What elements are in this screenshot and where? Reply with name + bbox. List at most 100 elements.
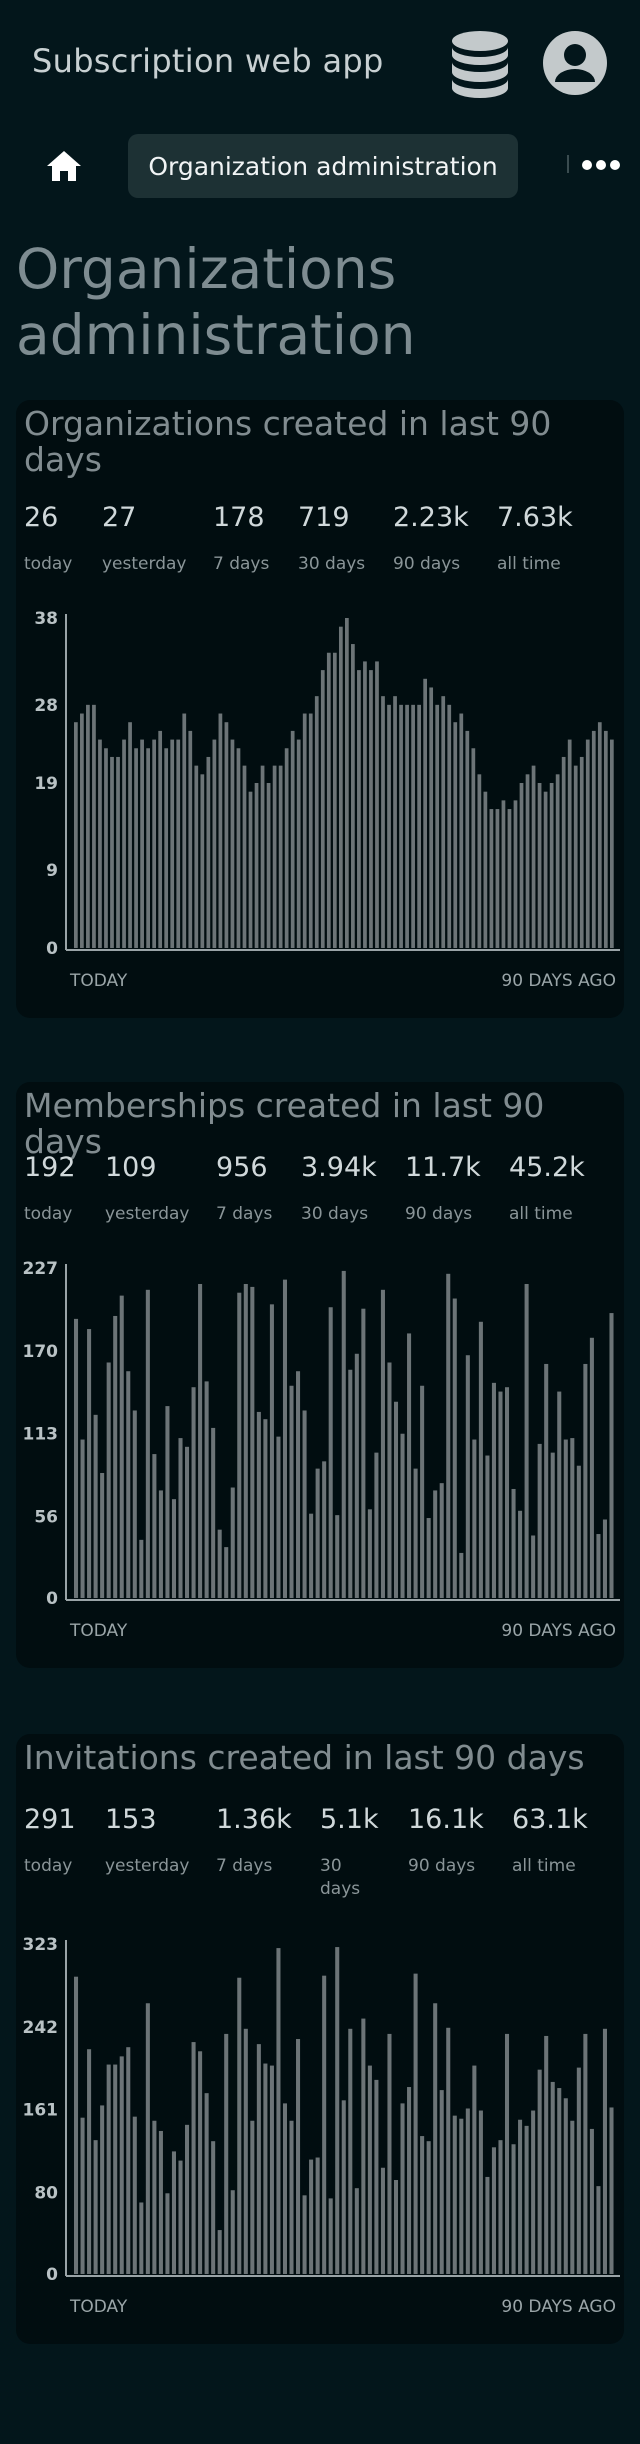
chart-bar <box>248 791 253 948</box>
chart-bar <box>453 722 458 948</box>
chart-bar <box>417 704 421 948</box>
stat-all-time: 63.1k all time <box>512 1804 588 1878</box>
chart-bar <box>374 1452 379 1598</box>
chart-bar <box>309 1513 314 1598</box>
x-end-label: 90 DAYS AGO <box>501 1621 616 1641</box>
chart-bar <box>266 783 271 948</box>
chart-bar <box>282 1279 288 1598</box>
chart-bar <box>74 722 78 948</box>
chart-bar <box>100 2105 105 2274</box>
chart-bar <box>132 1410 137 1598</box>
chart-bar <box>176 739 181 948</box>
stat-label: all time <box>497 554 561 574</box>
chart-bar <box>507 809 512 948</box>
chart-bar <box>567 739 572 948</box>
stat-90-days: 11.7k 90 days <box>405 1152 481 1226</box>
chart-bar <box>491 2147 496 2274</box>
chart-bar <box>544 2035 549 2274</box>
chart-bar <box>367 2065 372 2274</box>
home-icon[interactable] <box>46 150 82 182</box>
chart-bar <box>185 2124 190 2274</box>
database-icon[interactable] <box>450 30 510 98</box>
chart-bar <box>459 1552 464 1598</box>
chart-bar <box>284 748 289 948</box>
chart-bar <box>573 765 578 948</box>
chart-bar <box>563 1439 568 1598</box>
chart-bar <box>465 2108 470 2274</box>
chart-bar <box>224 722 229 948</box>
chart-bar <box>74 1318 79 1598</box>
stat-label: yesterday <box>105 1204 190 1224</box>
stat-label: 30 days <box>320 1856 361 1899</box>
chart-bar <box>260 765 265 948</box>
chart-bar <box>439 1483 444 1598</box>
chart-bar <box>87 2049 92 2274</box>
stat-value: 291 <box>24 1804 76 1835</box>
chart-bar <box>230 2190 235 2274</box>
chart-bar <box>531 765 536 948</box>
chart-bar <box>128 722 132 948</box>
chart-bar <box>393 696 397 948</box>
chart-bar <box>296 739 301 948</box>
chart-bar <box>489 809 494 948</box>
chart-bar <box>393 1401 399 1598</box>
chart-bar <box>314 696 319 948</box>
chart-bar <box>139 2202 144 2274</box>
chart-bar <box>485 2176 490 2274</box>
chart-bar <box>113 2064 118 2274</box>
chart-bar <box>361 1308 366 1598</box>
chart-bar <box>263 1419 268 1598</box>
chart-bar <box>256 1411 261 1598</box>
y-tick-label: 28 <box>34 696 58 716</box>
chart-bar <box>242 765 247 948</box>
chart-bar <box>439 2090 444 2274</box>
chart-bar <box>357 670 361 948</box>
chart-bar <box>276 1948 281 2274</box>
stat-label: today <box>24 1204 73 1224</box>
chart-bar <box>435 704 440 948</box>
chart-bar <box>387 2033 392 2274</box>
more-options-icon[interactable] <box>582 152 620 178</box>
y-tick-label: 0 <box>46 939 58 959</box>
chart-bar <box>119 2056 124 2274</box>
stat-90-days: 2.23k 90 days <box>393 502 469 576</box>
chart-bar <box>289 1385 294 1598</box>
chart-bar <box>302 1410 307 1598</box>
chart-bar <box>557 1391 562 1598</box>
memberships-bar-chart: 0 56 113 170 227 TODAY 90 DAYS AGO <box>23 1259 620 1641</box>
stat-value: 153 <box>105 1804 157 1835</box>
chart-bar <box>459 713 464 948</box>
nav-divider <box>567 155 569 173</box>
chart-bar <box>374 2079 379 2274</box>
chart-bar <box>543 791 548 948</box>
chart-bar <box>583 2033 588 2274</box>
card-title: Organizations created in last 90 days <box>24 404 552 479</box>
chart-bar <box>579 756 584 948</box>
chart-bar <box>341 1270 346 1598</box>
chart-bar <box>224 1547 229 1598</box>
chart-bar <box>191 1387 196 1598</box>
chart-bar <box>561 756 566 948</box>
chart-bar <box>145 2003 150 2274</box>
chart-bar <box>557 2088 562 2274</box>
chart-bar <box>531 1535 536 1598</box>
x-start-label: TODAY <box>69 971 128 991</box>
chart-bar <box>315 1468 320 1598</box>
chart-bar <box>320 670 325 948</box>
user-account-icon[interactable] <box>542 30 608 96</box>
nav-item-organization-administration[interactable]: Organization administration <box>128 134 518 198</box>
stat-value: 3.94k <box>301 1152 377 1183</box>
stat-value: 5.1k <box>320 1804 379 1835</box>
chart-bar <box>116 756 120 948</box>
chart-bar <box>513 800 518 948</box>
chart-bar <box>518 2119 523 2274</box>
stat-label: all time <box>509 1204 573 1224</box>
chart-bar <box>472 2065 477 2274</box>
chart-bar <box>504 1387 510 1598</box>
stat-value: 1.36k <box>216 1804 292 1835</box>
chart-bar <box>322 1975 327 2274</box>
chart-bar <box>441 696 446 948</box>
stat-yesterday: 109 yesterday <box>105 1152 189 1226</box>
chart-bar <box>429 687 434 948</box>
chart-bar <box>465 1355 470 1598</box>
